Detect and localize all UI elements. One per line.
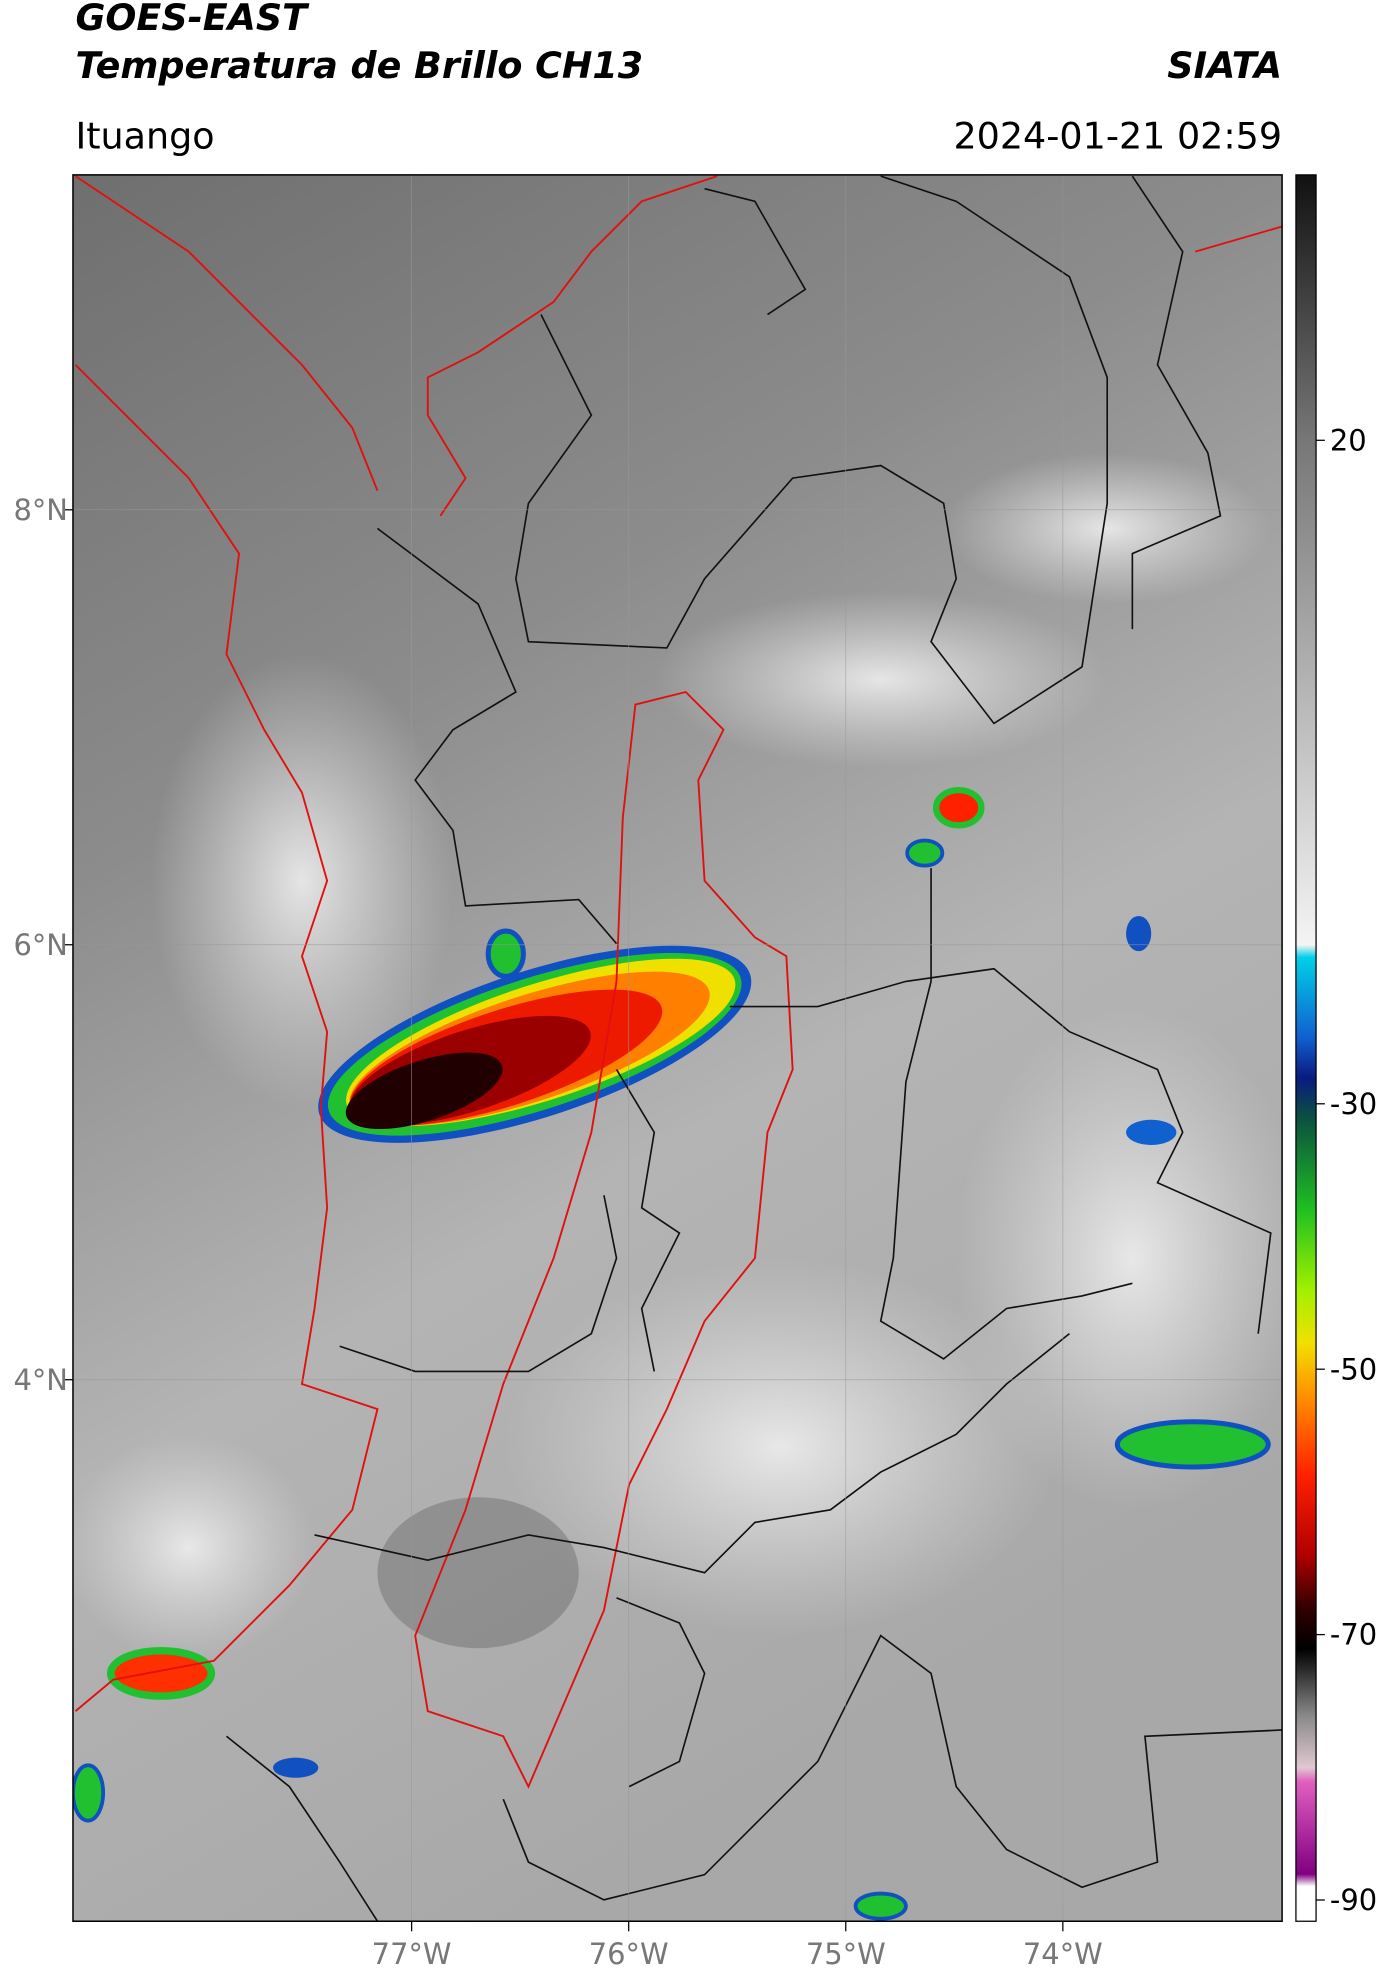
brand: SIATA [1167, 44, 1282, 87]
grid [72, 174, 1283, 1922]
borders [225, 175, 1283, 1922]
storm-cells [72, 786, 1271, 1921]
lon-tick-label: 76°W [589, 1937, 669, 1971]
lat-tick-label: 8°N [13, 493, 68, 527]
map [72, 174, 1283, 1922]
title: GOES-EAST [75, 0, 310, 39]
colorbar-tick-label: -30 [1330, 1087, 1377, 1121]
lat-tick-label: 6°N [13, 928, 68, 962]
colorbar-tick-label: -50 [1330, 1352, 1377, 1386]
lat-tick-label: 4°N [13, 1363, 68, 1397]
colorbar-tick-label: -70 [1330, 1618, 1377, 1652]
lon-tick-label: 74°W [1023, 1937, 1103, 1971]
colorbar [1295, 174, 1317, 1922]
map-frame [72, 174, 1283, 1922]
colorbar-tick-label: 20 [1330, 423, 1367, 457]
location: Ituango [75, 114, 214, 157]
subtitle: Temperatura de Brillo CH13 [75, 44, 643, 87]
datetime: 2024-01-21 02:59 [953, 114, 1282, 157]
colorbar-tick-label: -90 [1330, 1883, 1377, 1917]
coastline [74, 175, 1283, 1789]
lon-tick-label: 77°W [372, 1937, 452, 1971]
lon-tick-label: 75°W [806, 1937, 886, 1971]
